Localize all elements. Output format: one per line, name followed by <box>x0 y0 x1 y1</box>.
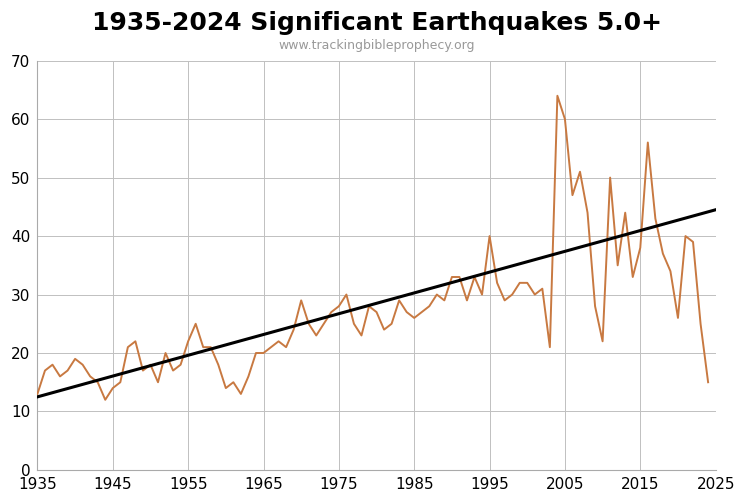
Title: 1935-2024 Significant Earthquakes 5.0+: 1935-2024 Significant Earthquakes 5.0+ <box>92 11 662 35</box>
Text: www.trackingbibleprophecy.org: www.trackingbibleprophecy.org <box>278 39 474 52</box>
